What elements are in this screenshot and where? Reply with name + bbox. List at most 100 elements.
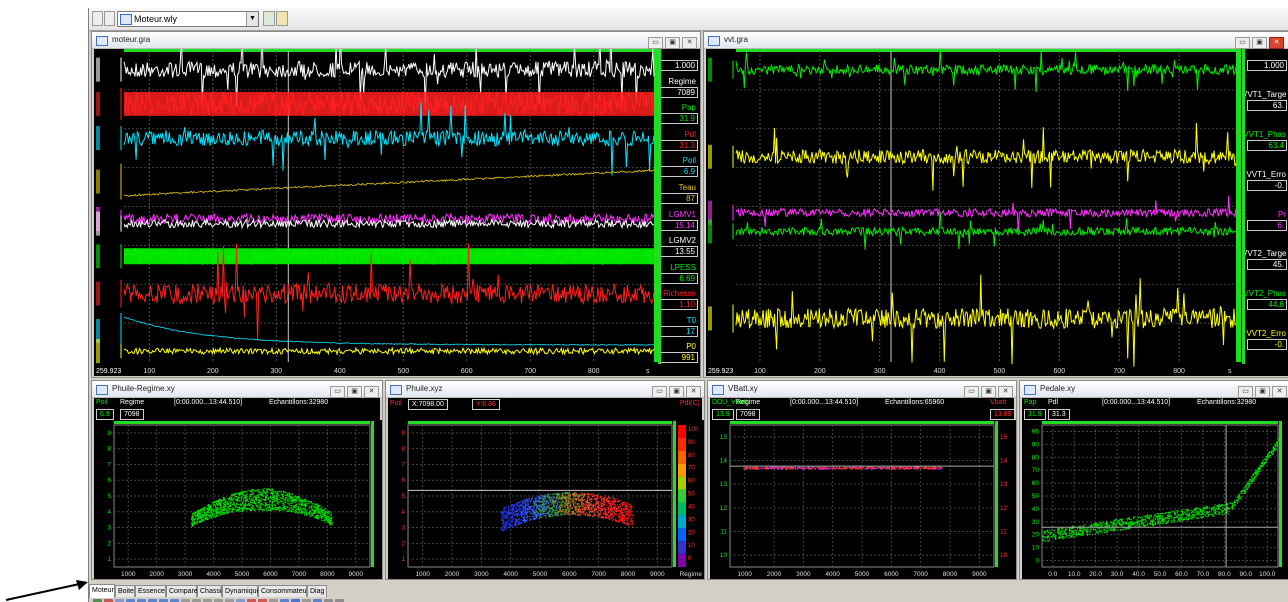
maximize-icon[interactable]: ▣ (981, 386, 996, 398)
pointer-icon[interactable] (203, 599, 212, 602)
vbatt-xy-window[interactable]: VBatt.xy ▭ ▣ ✕ DDU_Vbatt 13.9 Regime 7098 [0:00.… (707, 380, 1017, 580)
tab-chassis[interactable]: Chassis (197, 585, 225, 597)
signal-trace (123, 49, 655, 110)
scroll-bar[interactable] (1236, 49, 1241, 362)
minimize-icon[interactable]: ▭ (648, 37, 663, 49)
tab-consommateur[interactable]: Consommateur (258, 585, 309, 597)
close-icon[interactable]: ✕ (1269, 37, 1284, 49)
side-scroll-bar[interactable] (658, 49, 661, 364)
window-title: Pedale.xy (1040, 384, 1076, 393)
save-as-icon[interactable] (104, 599, 113, 602)
zoom-x-icon[interactable] (148, 599, 157, 602)
scatter-points (743, 466, 943, 470)
close-icon[interactable]: ✕ (686, 386, 701, 398)
phuile-xyz-window[interactable]: Phuile.xyz ▭ ▣ ✕ Poil X:7098.00 Y:6.86 Pdl(C) 10… (385, 380, 705, 580)
open-folder-icon[interactable] (276, 11, 288, 26)
x-tick-label: 3000 (474, 571, 489, 578)
vvt-graph-window[interactable]: vvt.gra ▭ ▣ ✕ 100 200 300 400 500 600 700 800 259.… (703, 31, 1288, 378)
file-selector[interactable]: Moteur.wly ▼ (117, 11, 259, 27)
y-tick-label: 3 (107, 525, 111, 532)
maximize-icon[interactable]: ▣ (669, 386, 684, 398)
channel-name: Pdl (684, 129, 696, 139)
math-icon[interactable] (258, 599, 267, 602)
tab-moteur[interactable]: Moteur (89, 584, 115, 598)
tab-boite[interactable]: Boite (115, 585, 135, 597)
minimize-icon[interactable]: ▭ (1235, 37, 1250, 49)
cursor-icon[interactable] (181, 599, 190, 602)
forward-icon[interactable] (335, 599, 344, 602)
maximize-icon[interactable]: ▣ (347, 386, 362, 398)
measure-icon[interactable] (192, 599, 201, 602)
side-scroll-bar[interactable] (1242, 49, 1245, 364)
pedale-xy-window[interactable]: Pedale.xy ▭ ▣ ✕ Pap 31.9 Pdl 31.3 [0:00.000...13… (1019, 380, 1288, 580)
x-tick-label: 80.0 (1218, 571, 1231, 578)
close-icon[interactable]: ✕ (364, 386, 379, 398)
color-scale-cell (678, 489, 686, 503)
marker-icon[interactable] (225, 599, 234, 602)
close-icon[interactable]: ✕ (682, 37, 697, 49)
minimize-icon[interactable]: ▭ (330, 386, 345, 398)
delete-icon[interactable] (247, 599, 256, 602)
y-channel-name: Poil (390, 400, 402, 407)
minimize-icon[interactable]: ▭ (1238, 386, 1253, 398)
refresh-icon[interactable] (263, 11, 275, 26)
time-plot-area[interactable]: 100 200 300 400 500 600 700 800 259.923 s (706, 49, 1242, 376)
channel-value: 6. (1247, 219, 1287, 231)
maximize-icon[interactable]: ▣ (1252, 37, 1267, 49)
graph-icon[interactable] (313, 599, 322, 602)
xy-plot-area[interactable]: 1000 2000 3000 4000 5000 6000 7000 8000 9000 9 8 7 6… (388, 420, 704, 579)
maximize-icon[interactable]: ▣ (1255, 386, 1270, 398)
x-tick-label: 1000 (415, 571, 430, 578)
close-icon[interactable]: ✕ (1272, 386, 1287, 398)
time-plot-area[interactable]: 100 200 300 400 500 600 700 800 259.923 s (94, 49, 660, 376)
scroll-bar[interactable] (654, 49, 659, 362)
zoom-y-icon[interactable] (159, 599, 168, 602)
cursor-range-bar (736, 49, 1236, 52)
scatter-points (1042, 438, 1280, 542)
tab-diag[interactable]: Diag (307, 585, 327, 597)
y-tick-label: 70 (1032, 467, 1040, 474)
xy-plot-area[interactable]: 1000 2000 3000 4000 5000 6000 7000 8000 9000 9 8 7 6… (94, 420, 382, 579)
back-icon[interactable] (324, 599, 333, 602)
tab-dynamique[interactable]: Dynamique (222, 585, 260, 597)
xy-header: Pap 31.9 Pdl 31.3 [0:00.000...13:44.510] Echa… (1022, 398, 1288, 420)
channel-readout: Teau 87 (658, 182, 700, 212)
x-tick-label: 70.0 (1197, 571, 1210, 578)
chart-icon[interactable] (302, 599, 311, 602)
maximize-icon[interactable]: ▣ (665, 37, 680, 49)
phuile-regime-xy-window[interactable]: Phuile-Regime.xy ▭ ▣ ✕ Poil 6.9 Regime 7098 [0:0… (91, 380, 383, 580)
channel-icon[interactable] (236, 599, 245, 602)
doc-icon[interactable] (104, 11, 115, 26)
window-title-bar: Phuile.xyz ▭ ▣ ✕ (386, 381, 704, 398)
zoom-in-icon[interactable] (126, 599, 135, 602)
chevron-down-icon[interactable]: ▼ (246, 12, 258, 26)
info-icon[interactable] (291, 599, 300, 602)
table-icon[interactable] (269, 599, 278, 602)
color-scale-cell (678, 528, 686, 542)
scroll-bar[interactable] (995, 421, 998, 567)
tab-essence[interactable]: Essence (135, 585, 166, 597)
channel-value: 991 (658, 352, 698, 364)
zoom-out-icon[interactable] (137, 599, 146, 602)
x-tick-label: 800 (588, 368, 600, 375)
moteur-graph-window[interactable]: moteur.gra ▭ ▣ ✕ 100 200 300 400 500 600 700 800 2… (91, 31, 701, 378)
scroll-bar[interactable] (371, 421, 374, 567)
filter-icon[interactable] (214, 599, 223, 602)
minimize-icon[interactable]: ▭ (652, 386, 667, 398)
layout-icon[interactable] (280, 599, 289, 602)
page-icon[interactable] (115, 599, 124, 602)
close-icon[interactable]: ✕ (998, 386, 1013, 398)
channel-readout: Regime 7089 (658, 76, 700, 106)
scroll-bar[interactable] (673, 421, 676, 567)
fit-icon[interactable] (170, 599, 179, 602)
xy-plot-area[interactable]: 1000 2000 3000 4000 5000 6000 7000 8000 9000 15 15… (710, 420, 1016, 579)
channel-readout: Pdl 31.3 (658, 129, 700, 159)
xy-plot-area[interactable]: 0.0 10.0 20.0 30.0 40.0 50.0 60.0 70.0 80.0 90.0 1… (1022, 420, 1288, 579)
scroll-bar[interactable] (1279, 421, 1282, 567)
signal-trace (123, 169, 655, 197)
save-icon[interactable] (93, 599, 102, 602)
x-tick-label: 100.0 (1259, 571, 1276, 578)
app-menu-icon[interactable] (92, 11, 103, 26)
tab-compare[interactable]: Compare (166, 585, 198, 597)
minimize-icon[interactable]: ▭ (964, 386, 979, 398)
